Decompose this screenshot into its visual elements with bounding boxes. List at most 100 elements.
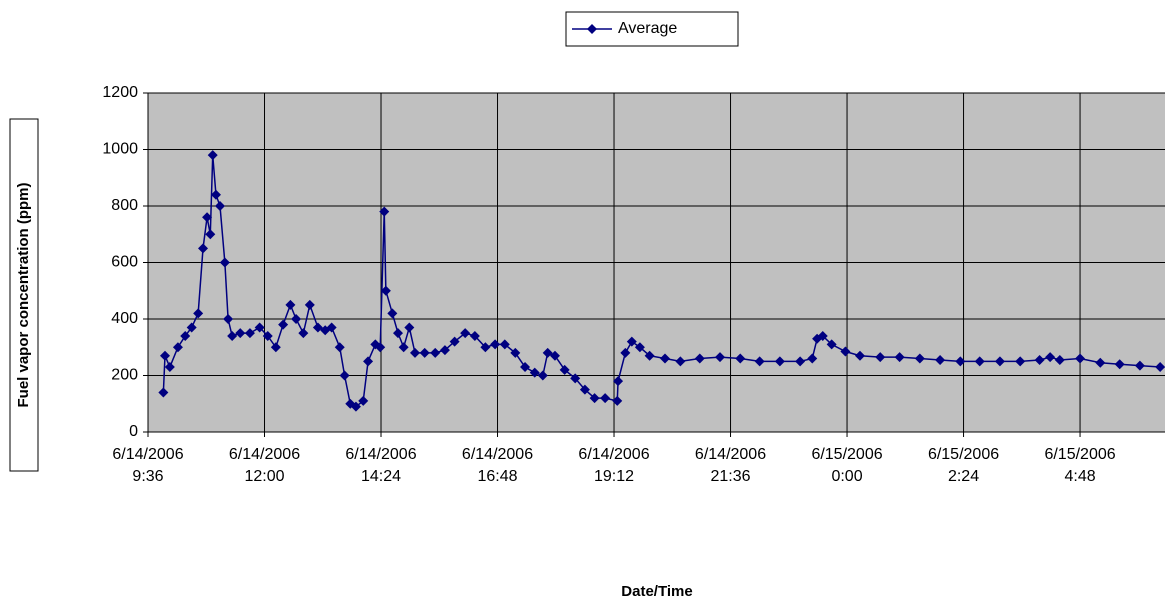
legend-marker bbox=[587, 24, 597, 34]
data-point bbox=[207, 150, 218, 161]
data-point bbox=[549, 350, 560, 361]
data-point bbox=[270, 342, 281, 353]
data-point bbox=[202, 212, 213, 223]
data-point bbox=[644, 350, 655, 361]
x-tick-label: 6/14/2006 19:12 bbox=[578, 446, 650, 485]
x-tick-label: 6/15/2006 0:00 bbox=[811, 446, 883, 485]
data-point bbox=[439, 345, 450, 356]
y-tick-label: 600 bbox=[111, 254, 138, 271]
data-point bbox=[480, 342, 491, 353]
x-tick-label: 6/14/2006 12:00 bbox=[228, 446, 301, 485]
data-point bbox=[164, 362, 175, 373]
data-point bbox=[1075, 353, 1086, 364]
y-tick-label: 0 bbox=[129, 423, 138, 440]
data-point bbox=[795, 356, 806, 367]
data-point bbox=[754, 356, 765, 367]
data-point bbox=[379, 206, 390, 217]
x-tick-label: 6/15/2006 2:24 bbox=[927, 446, 1000, 485]
y-axis-title: Fuel vapor concentration (ppm) bbox=[15, 182, 32, 407]
data-point bbox=[404, 322, 415, 333]
x-tick-label: 6/14/2006 16:48 bbox=[461, 446, 534, 485]
data-point bbox=[875, 352, 886, 363]
y-tick-label: 200 bbox=[111, 367, 138, 384]
data-point bbox=[537, 370, 548, 381]
x-tick-label: 6/14/2006 21:36 bbox=[694, 446, 767, 485]
data-point bbox=[1095, 357, 1106, 368]
data-point bbox=[278, 319, 289, 330]
x-axis-title: Date/Time bbox=[621, 583, 692, 600]
data-point bbox=[449, 336, 460, 347]
x-tick-label: 6/14/2006 14:24 bbox=[345, 446, 417, 485]
data-point bbox=[694, 353, 705, 364]
data-point bbox=[235, 328, 246, 339]
data-point bbox=[612, 395, 623, 406]
data-point bbox=[227, 330, 238, 341]
data-point bbox=[186, 322, 197, 333]
data-point bbox=[529, 367, 540, 378]
data-point bbox=[914, 353, 925, 364]
data-point bbox=[393, 328, 404, 339]
data-point bbox=[974, 356, 985, 367]
data-point bbox=[398, 342, 409, 353]
data-point bbox=[358, 395, 369, 406]
x-tick-label: 6/15/2006 4:48 bbox=[1044, 446, 1116, 485]
data-point bbox=[817, 330, 828, 341]
y-tick-label: 400 bbox=[111, 310, 138, 327]
data-point bbox=[994, 356, 1005, 367]
data-point bbox=[1054, 354, 1065, 365]
data-point bbox=[600, 393, 611, 404]
data-point bbox=[375, 342, 386, 353]
data-point bbox=[1045, 352, 1056, 363]
data-point bbox=[613, 376, 624, 387]
data-point bbox=[1114, 359, 1125, 370]
data-point bbox=[460, 328, 471, 339]
legend-label: Average bbox=[618, 20, 677, 37]
data-point bbox=[854, 350, 865, 361]
data-point bbox=[715, 352, 726, 363]
data-point bbox=[180, 330, 191, 341]
data-point bbox=[620, 347, 631, 358]
data-point bbox=[172, 342, 183, 353]
data-point bbox=[1155, 362, 1165, 373]
data-point bbox=[955, 356, 966, 367]
data-point bbox=[499, 339, 510, 350]
data-point bbox=[326, 322, 337, 333]
data-point bbox=[304, 299, 315, 310]
data-point bbox=[419, 347, 430, 358]
data-point bbox=[542, 347, 553, 358]
data-point bbox=[935, 354, 946, 365]
data-point bbox=[363, 356, 374, 367]
data-point bbox=[1015, 356, 1026, 367]
y-tick-label: 800 bbox=[111, 197, 138, 214]
data-point bbox=[205, 229, 216, 240]
data-point bbox=[774, 356, 785, 367]
data-point bbox=[334, 342, 345, 353]
data-point bbox=[285, 299, 296, 310]
data-point bbox=[298, 328, 309, 339]
data-point bbox=[735, 353, 746, 364]
data-point bbox=[350, 401, 361, 412]
data-point bbox=[1134, 360, 1145, 371]
data-point bbox=[387, 308, 398, 319]
data-point bbox=[469, 330, 480, 341]
data-point bbox=[339, 370, 350, 381]
x-tick-label: 6/14/2006 9:36 bbox=[112, 446, 184, 485]
data-point bbox=[589, 393, 600, 404]
data-point bbox=[244, 328, 255, 339]
data-point bbox=[409, 347, 420, 358]
data-point bbox=[158, 387, 169, 398]
data-point bbox=[159, 350, 170, 361]
data-point bbox=[894, 352, 905, 363]
data-point bbox=[312, 322, 323, 333]
y-tick-label: 1000 bbox=[102, 141, 138, 158]
data-point bbox=[219, 257, 230, 268]
y-tick-label: 1200 bbox=[102, 84, 138, 101]
data-point bbox=[193, 308, 204, 319]
data-point bbox=[210, 189, 221, 200]
data-point bbox=[223, 314, 234, 324]
data-point bbox=[198, 243, 209, 254]
data-point bbox=[291, 314, 302, 324]
data-point bbox=[510, 347, 521, 358]
